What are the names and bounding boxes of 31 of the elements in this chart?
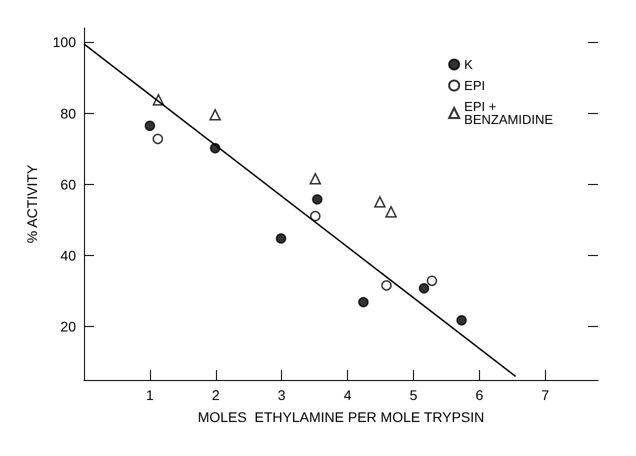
y-axis-title: % ACTIVITY (24, 164, 40, 244)
point (381, 280, 392, 291)
x-tick-label: 6 (475, 387, 484, 403)
x-tick-label: 5 (410, 387, 418, 403)
x-tick-label: 2 (212, 387, 220, 403)
point (310, 173, 322, 185)
point (312, 194, 323, 205)
point (426, 276, 438, 286)
x-tick-label: 1 (146, 387, 154, 403)
point (209, 109, 221, 121)
y-tick-label: 100 (52, 34, 76, 50)
y-tick-label: 40 (60, 248, 76, 264)
x-tick-label: 4 (344, 387, 352, 403)
legend-label: EPI + BENZAMIDINE (464, 99, 554, 127)
y-tick-label: 80 (60, 105, 76, 122)
y-tick-label: 60 (60, 176, 76, 192)
point (358, 296, 369, 308)
point (385, 206, 397, 218)
legend-label: EPI (464, 78, 486, 93)
point (310, 210, 321, 222)
point (374, 196, 386, 208)
point (276, 233, 286, 244)
point (418, 283, 430, 294)
point (456, 315, 467, 326)
y-tick-label: 20 (60, 318, 76, 335)
x-tick-label: 3 (278, 387, 286, 403)
point (144, 120, 156, 132)
point (152, 134, 164, 144)
x-tick-label: 7 (541, 387, 550, 403)
x-axis-title: MOLES ETHYLAMINE PER MOLE TRYPSIN (198, 409, 484, 425)
legend-label: K (464, 57, 474, 72)
